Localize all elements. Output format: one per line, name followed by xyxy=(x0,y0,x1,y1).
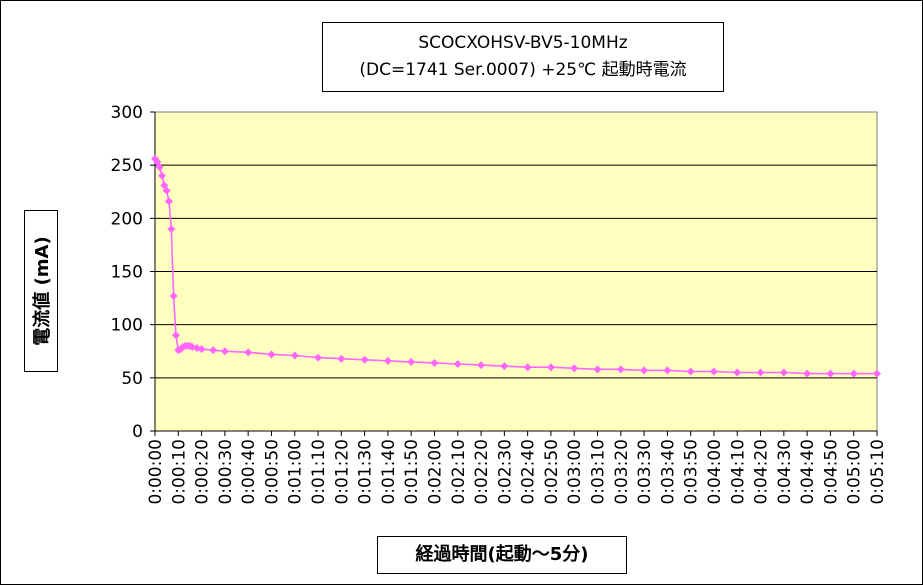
x-tick-label: 0:02:00 xyxy=(425,439,445,505)
x-tick-label: 0:05:10 xyxy=(868,439,888,505)
y-axis: 0 50 100 150 200 250 300 xyxy=(111,103,156,442)
x-tick-label: 0:01:00 xyxy=(286,439,306,505)
data-point xyxy=(616,365,625,374)
data-point xyxy=(709,367,718,376)
chart-subtitle: (DC=1741 Ser.0007) +25℃ 起動時電流 xyxy=(359,60,687,80)
chart-title: SCOCXOHSV-BV5-10MHz xyxy=(418,33,628,53)
x-tick-label: 0:03:30 xyxy=(635,439,655,505)
data-point xyxy=(337,354,346,363)
x-tick-label: 0:01:40 xyxy=(379,439,399,505)
x-tick-label: 0:00:30 xyxy=(216,439,236,505)
data-point xyxy=(169,291,178,300)
x-tick-label: 0:00:40 xyxy=(239,439,259,505)
data-point xyxy=(756,368,765,377)
data-point xyxy=(290,351,299,360)
data-point xyxy=(803,369,812,378)
data-point xyxy=(267,350,276,359)
y-tick-label: 300 xyxy=(111,103,143,123)
x-tick-label: 0:03:20 xyxy=(612,439,632,505)
data-point xyxy=(733,368,742,377)
y-tick-label: 50 xyxy=(121,369,143,389)
data-point xyxy=(171,331,180,340)
x-tick-label: 0:04:40 xyxy=(798,439,818,505)
y-axis-label-box: 電流値 (mA) xyxy=(24,210,58,372)
x-tick-label: 0:01:10 xyxy=(309,439,329,505)
x-tick-label: 0:03:00 xyxy=(565,439,585,505)
data-point xyxy=(314,353,323,362)
data-point xyxy=(779,368,788,377)
data-point xyxy=(164,197,173,206)
series-current xyxy=(151,154,881,378)
data-point xyxy=(523,363,532,372)
grid-lines xyxy=(155,164,877,379)
x-tick-label: 0:02:50 xyxy=(542,439,562,505)
x-tick-label: 0:02:40 xyxy=(519,439,539,505)
x-tick-label: 0:03:50 xyxy=(682,439,702,505)
x-tick-label: 0:01:50 xyxy=(402,439,422,505)
x-tick-label: 0:00:10 xyxy=(169,439,189,505)
data-point xyxy=(873,369,881,378)
data-point xyxy=(546,363,555,372)
data-point xyxy=(155,163,164,172)
y-axis-label: 電流値 (mA) xyxy=(32,236,53,346)
x-tick-label: 0:04:30 xyxy=(775,439,795,505)
data-point xyxy=(453,360,462,369)
data-point xyxy=(500,362,509,371)
x-tick-label: 0:00:20 xyxy=(193,439,213,505)
data-point xyxy=(430,358,439,367)
data-point xyxy=(407,357,416,366)
x-tick-label: 0:04:10 xyxy=(728,439,748,505)
x-tick-label: 0:03:40 xyxy=(658,439,678,505)
data-point xyxy=(640,366,649,375)
data-point xyxy=(162,186,171,195)
x-tick-label: 0:04:00 xyxy=(705,439,725,505)
data-point xyxy=(167,224,176,233)
data-point xyxy=(686,367,695,376)
data-point xyxy=(383,356,392,365)
x-axis-label: 経過時間(起動～5分) xyxy=(415,544,589,565)
x-tick-label: 0:05:00 xyxy=(845,439,865,505)
data-point xyxy=(826,369,835,378)
data-point xyxy=(197,345,206,354)
x-axis: 0:00:00 0:00:10 0:00:20 0:00:30 0:00:40 0:00:… xyxy=(146,430,888,505)
x-tick-label: 0:03:10 xyxy=(589,439,609,505)
y-tick-label: 0 xyxy=(132,422,143,442)
data-point xyxy=(209,346,218,355)
chart-title-box: SCOCXOHSV-BV5-10MHz (DC=1741 Ser.0007) +… xyxy=(322,22,724,92)
data-point xyxy=(849,369,858,378)
x-tick-label: 0:01:30 xyxy=(356,439,376,505)
x-tick-label: 0:02:10 xyxy=(449,439,469,505)
data-point xyxy=(157,171,166,180)
x-tick-label: 0:00:50 xyxy=(262,439,282,505)
data-point xyxy=(570,364,579,373)
y-tick-label: 100 xyxy=(111,316,143,336)
x-tick-label: 0:02:20 xyxy=(472,439,492,505)
x-tick-label: 0:00:00 xyxy=(146,439,166,505)
x-tick-label: 0:04:50 xyxy=(821,439,841,505)
y-tick-label: 200 xyxy=(111,209,143,229)
x-tick-label: 0:02:30 xyxy=(495,439,515,505)
data-point xyxy=(593,365,602,374)
x-tick-label: 0:04:20 xyxy=(752,439,772,505)
x-axis-label-box: 経過時間(起動～5分) xyxy=(377,536,627,574)
y-tick-label: 250 xyxy=(111,156,143,176)
data-point xyxy=(477,361,486,370)
data-point xyxy=(220,347,229,356)
data-point xyxy=(244,348,253,357)
x-tick-label: 0:01:20 xyxy=(332,439,352,505)
y-tick-label: 150 xyxy=(111,263,143,283)
data-point xyxy=(663,366,672,375)
data-point xyxy=(360,355,369,364)
